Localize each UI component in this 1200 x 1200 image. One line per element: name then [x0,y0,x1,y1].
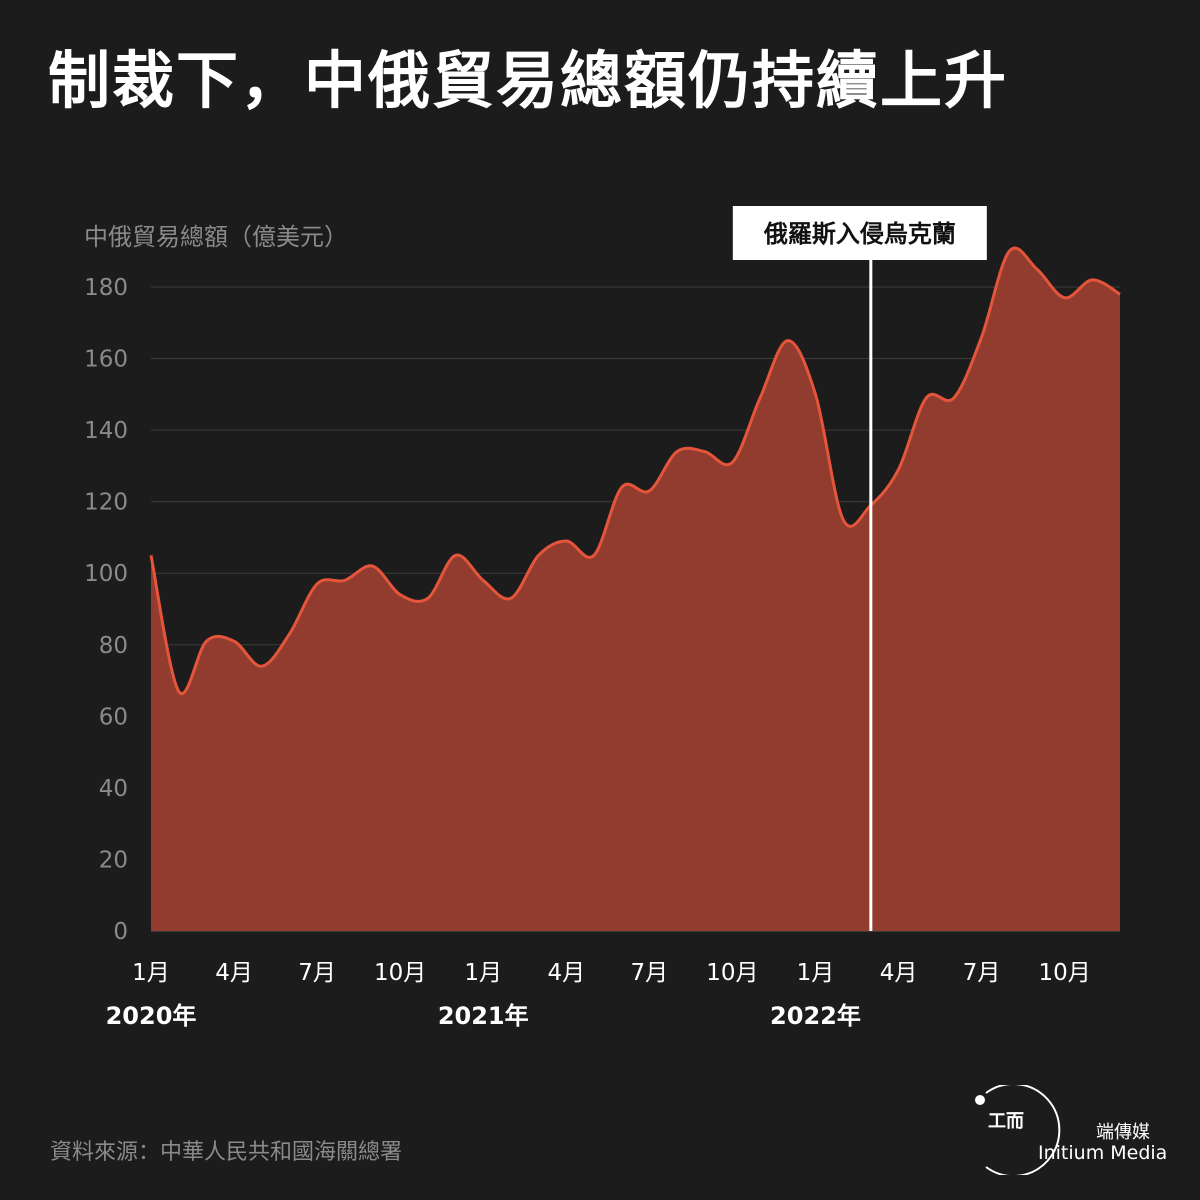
y-tick-label: 160 [84,347,128,373]
x-tick-labels: 1月 4月 7月 10月 1月 4月 7月 10月 1月 4月 7月 10月 [132,960,1091,986]
x-tick-label: 10月 [1038,960,1090,986]
brand-name-en: Initium Media [1038,1142,1168,1164]
x-tick-label: 10月 [706,960,758,986]
event-annotation: 俄羅斯入侵烏克蘭 [732,206,987,931]
x-tick-label: 1月 [464,960,502,986]
logo-mark: 工而 [988,1111,1024,1132]
trade-area [151,247,1120,932]
y-tick-label: 60 [99,704,128,730]
y-tick-label: 140 [84,418,128,444]
year-labels: 2020年 2021年 2022年 [106,1002,861,1030]
x-tick-label: 1月 [132,960,170,986]
x-tick-label: 1月 [797,960,835,986]
x-tick-label: 10月 [374,960,426,986]
y-tick-label: 120 [84,490,128,516]
event-label-box [732,206,987,260]
x-tick-label: 4月 [880,960,918,986]
x-tick-label: 7月 [963,960,1001,986]
year-label: 2020年 [106,1002,197,1030]
year-label: 2022年 [770,1002,861,1030]
source-note: 資料來源：中華人民共和國海關總署 [50,1140,403,1165]
y-tick-label: 40 [99,776,128,802]
trade-line [149,246,1121,696]
x-tick-label: 4月 [215,960,253,986]
y-tick-label: 20 [99,847,128,873]
x-tick-label: 7月 [631,960,669,986]
brand-name-zh: 端傳媒 [1096,1122,1150,1143]
x-tick-label: 4月 [547,960,585,986]
y-tick-label: 80 [99,633,128,659]
y-tick-label: 0 [113,919,128,945]
y-tick-label: 100 [84,561,128,587]
y-tick-labels: 0 20 40 60 80 100 120 140 160 180 [84,275,128,945]
year-label: 2021年 [438,1002,529,1030]
x-tick-label: 7月 [298,960,336,986]
page-title: 制裁下，中俄貿易總額仍持續上升 [48,44,1009,117]
event-label: 俄羅斯入侵烏克蘭 [763,220,956,248]
y-tick-label: 180 [84,275,128,301]
initium-logo-icon: 工而 [975,1085,1061,1175]
y-axis-label: 中俄貿易總額（億美元） [84,223,348,251]
